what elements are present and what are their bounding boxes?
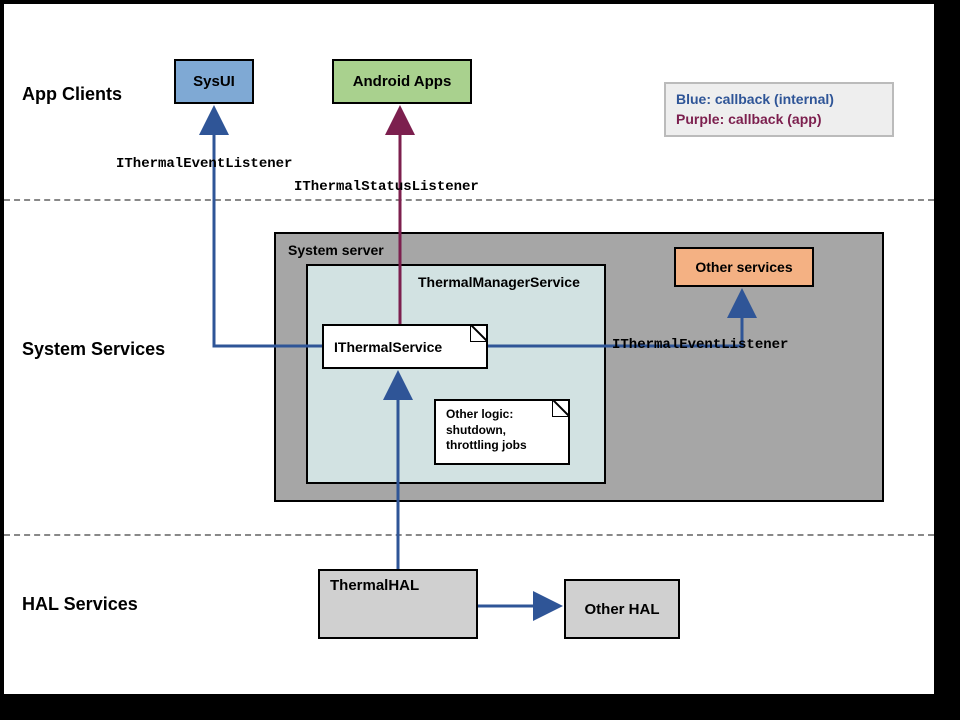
divider-2 <box>4 534 934 536</box>
other-hal-box: Other HAL <box>564 579 680 639</box>
android-apps-label: Android Apps <box>353 73 452 90</box>
thermal-hal-box: ThermalHAL <box>318 569 478 639</box>
section-system-services: System Services <box>22 339 165 360</box>
other-hal-label: Other HAL <box>585 601 660 618</box>
sysui-box: SysUI <box>174 59 254 104</box>
section-app-clients: App Clients <box>22 84 122 105</box>
ithermal-service-box: IThermalService <box>322 324 488 369</box>
ithermal-service-label: IThermalService <box>334 339 442 355</box>
edge-label-status: IThermalStatusListener <box>294 179 479 195</box>
system-server-label: System server <box>288 242 384 258</box>
other-logic-l1: Other logic: <box>446 407 558 423</box>
divider-1 <box>4 199 934 201</box>
legend-line-blue: Blue: callback (internal) <box>676 90 882 110</box>
other-logic-box: Other logic: shutdown, throttling jobs <box>434 399 570 465</box>
section-hal-services: HAL Services <box>22 594 138 615</box>
other-services-label: Other services <box>695 259 792 275</box>
other-logic-l2: shutdown, <box>446 423 558 439</box>
legend-box: Blue: callback (internal) Purple: callba… <box>664 82 894 137</box>
other-logic-l3: throttling jobs <box>446 438 558 454</box>
tms-label: ThermalManagerService <box>418 274 580 290</box>
other-services-box: Other services <box>674 247 814 287</box>
thermal-hal-label: ThermalHAL <box>330 577 419 594</box>
android-apps-box: Android Apps <box>332 59 472 104</box>
sysui-label: SysUI <box>193 73 235 90</box>
edge-label-event-right: IThermalEventListener <box>612 337 788 353</box>
legend-line-purple: Purple: callback (app) <box>676 110 882 130</box>
edge-label-event-left: IThermalEventListener <box>116 156 292 172</box>
